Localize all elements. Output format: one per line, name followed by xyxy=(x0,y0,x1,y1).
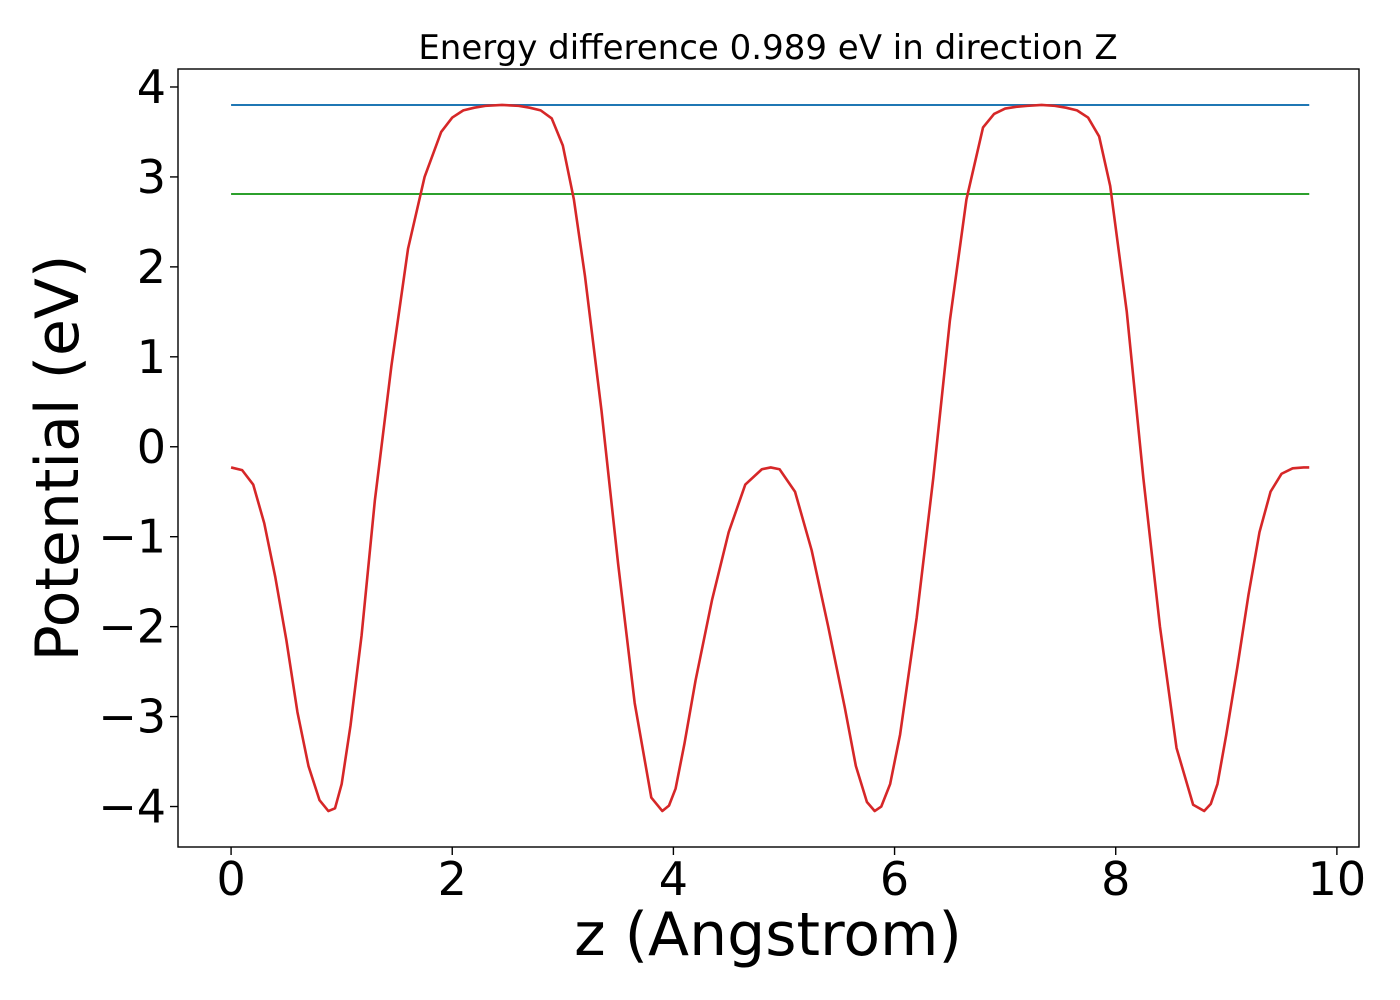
plot-lines xyxy=(230,103,1310,813)
x-tick-label: 6 xyxy=(880,852,909,906)
x-tick-label: 4 xyxy=(659,852,688,906)
y-tick-label: −3 xyxy=(98,690,166,744)
y-tick-label: 1 xyxy=(137,330,166,384)
y-tick-label: −1 xyxy=(98,510,166,564)
x-tick-label: 2 xyxy=(438,852,467,906)
x-tick-label: 0 xyxy=(216,852,245,906)
series-line-3 xyxy=(230,103,1310,813)
chart-title: Energy difference 0.989 eV in direction … xyxy=(418,28,1117,68)
y-tick-label: 3 xyxy=(137,150,166,204)
y-tick-label: −2 xyxy=(98,600,166,654)
x-axis-label: z (Angstrom) xyxy=(574,900,962,970)
y-tick-label: 4 xyxy=(137,60,166,114)
plot-frame xyxy=(177,68,1360,848)
y-tick-label: −4 xyxy=(98,780,166,834)
y-axis-label: Potential (eV) xyxy=(23,255,93,662)
y-tick-label: 0 xyxy=(137,420,166,474)
y-tick-label: 2 xyxy=(137,240,166,294)
x-axis-ticks: 0 2 4 6 8 10 xyxy=(216,847,1366,906)
x-tick-label: 8 xyxy=(1101,852,1130,906)
y-axis-ticks: −4 −3 −2 −1 0 1 2 3 4 xyxy=(98,60,178,834)
x-tick-label: 10 xyxy=(1308,852,1367,906)
